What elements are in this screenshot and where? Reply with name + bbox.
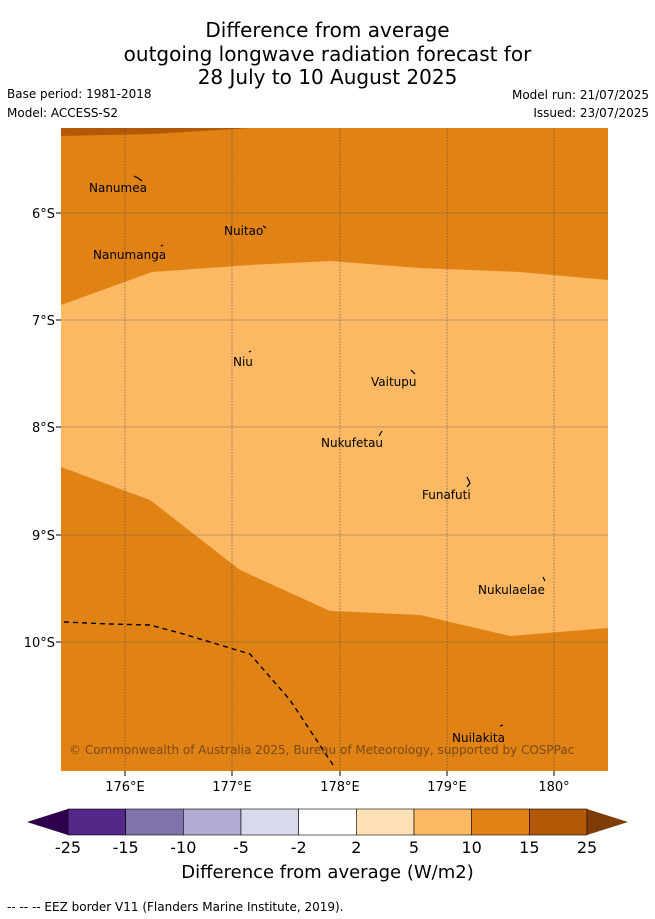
colorbar-high-extend [587, 809, 628, 835]
colorbar-tick-label: 15 [519, 838, 539, 857]
place-label-nukulaelae: Nukulaelae [478, 583, 545, 597]
island-nuitao [262, 225, 267, 229]
latitude-labels: 6°S 7°S 8°S 9°S 10°S [24, 207, 55, 651]
island-nukulaelae [542, 576, 546, 582]
colorbar-tick-label: 10 [461, 838, 481, 857]
island-nukufetau [378, 430, 383, 437]
colorbar-cell [471, 808, 530, 836]
colorbar-cell [125, 808, 184, 836]
colorbar-cell [356, 808, 415, 836]
colorbar-tick-label: -15 [113, 838, 139, 857]
colorbar-cell [67, 808, 126, 836]
lat-label: 9°S [32, 529, 55, 544]
place-label-niu: Niu [233, 355, 253, 369]
colorbar-tick-label: 25 [577, 838, 597, 857]
anomaly-band-5-10 [61, 261, 608, 636]
latitude-lines [61, 212, 608, 643]
axis-ticks [56, 212, 555, 776]
colorbar-cell [183, 808, 242, 836]
colorbar-cell [413, 808, 472, 836]
lon-label: 176°E [105, 780, 145, 795]
place-label-nuilakita: Nuilakita [452, 731, 505, 745]
colorbar-tick-label: -2 [291, 838, 307, 857]
place-label-nuitao: Nuitao [224, 224, 263, 238]
place-label-nanumanga: Nanumanga [93, 248, 166, 262]
colorbar: -25 -15 -10 -5 -2 2 5 10 15 25 [27, 808, 628, 857]
title-line-3: 28 July to 10 August 2025 [197, 65, 458, 89]
copyright-notice: © Commonwealth of Australia 2025, Bureau… [69, 743, 574, 757]
lat-label: 8°S [32, 421, 55, 436]
island-vaitupu [410, 369, 416, 375]
model-name: Model: ACCESS-S2 [7, 106, 119, 120]
colorbar-cell [529, 808, 588, 836]
island-niu [248, 350, 252, 353]
eez-footnote: -- -- -- EEZ border V11 (Flanders Marine… [7, 900, 344, 914]
place-label-nanumea: Nanumea [89, 181, 147, 195]
lon-label: 178°E [320, 780, 360, 795]
island-nanumea [133, 175, 143, 182]
title-line-2: outgoing longwave radiation forecast for [123, 42, 532, 66]
model-run: Model run: 21/07/2025 [511, 88, 649, 102]
colorbar-low-extend [27, 809, 68, 835]
base-period: Base period: 1981-2018 [7, 87, 152, 101]
lon-label: 179°E [427, 780, 467, 795]
island-outlines [133, 175, 546, 727]
island-nanumanga [160, 244, 164, 247]
colorbar-title: Difference from average (W/m2) [181, 862, 474, 883]
title-line-1: Difference from average [205, 18, 450, 42]
colorbar-tick-label: -10 [170, 838, 196, 857]
graticule [124, 128, 555, 771]
lat-label: 10°S [24, 636, 55, 651]
island-funafuti [466, 476, 471, 488]
colorbar-cell [298, 808, 357, 836]
place-label-funafuti: Funafuti [422, 488, 471, 502]
colorbar-tick-label: -5 [233, 838, 249, 857]
lat-label: 6°S [32, 207, 55, 222]
island-nuilakita [499, 724, 504, 727]
lon-label: 177°E [212, 780, 252, 795]
lon-label: 180° [538, 780, 569, 795]
eez-border-line [63, 621, 336, 769]
lat-label: 7°S [32, 314, 55, 329]
colorbar-cell [240, 808, 299, 836]
colorbar-tick-label: 2 [351, 838, 361, 857]
colorbar-tick-label: -25 [55, 838, 81, 857]
longitude-labels: 176°E 177°E 178°E 179°E 180° [105, 780, 569, 795]
place-label-vaitupu: Vaitupu [371, 375, 417, 389]
map-panel: Nanumea Nuitao Nanumanga Niu Vaitupu Nuk… [61, 128, 608, 771]
place-label-nukufetau: Nukufetau [321, 436, 383, 450]
colorbar-tick-label: 5 [409, 838, 419, 857]
anomaly-band-15-25 [61, 128, 250, 136]
issued-date: Issued: 23/07/2025 [533, 106, 649, 120]
